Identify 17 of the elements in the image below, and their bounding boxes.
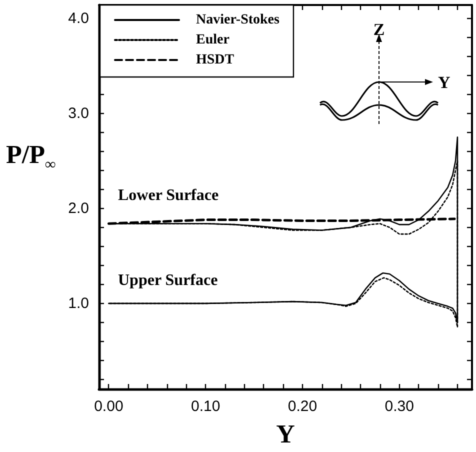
y-tick-label: 3.0	[68, 104, 89, 122]
legend-label: Navier-Stokes	[196, 12, 280, 28]
y-tick-label: 4.0	[68, 10, 89, 27]
legend-label: Euler	[196, 32, 230, 48]
x-tick-label: 0.30	[384, 398, 414, 415]
legend-label: HSDT	[196, 52, 235, 68]
annotation: Y	[438, 73, 450, 92]
x-tick-label: 0.10	[190, 398, 220, 415]
x-tick-label: 0.20	[288, 398, 318, 415]
x-axis-title: Y	[276, 420, 296, 448]
y-axis-title: P/P$_{∞}$	[6, 140, 56, 174]
y-tick-label: 2.0	[68, 200, 89, 217]
y-tick-label: 1.0	[68, 294, 89, 312]
annotation: Upper Surface	[118, 272, 218, 290]
annotation: Z	[373, 20, 385, 39]
annotation: Lower Surface	[118, 187, 219, 205]
x-tick-label: 0.00	[94, 398, 124, 415]
